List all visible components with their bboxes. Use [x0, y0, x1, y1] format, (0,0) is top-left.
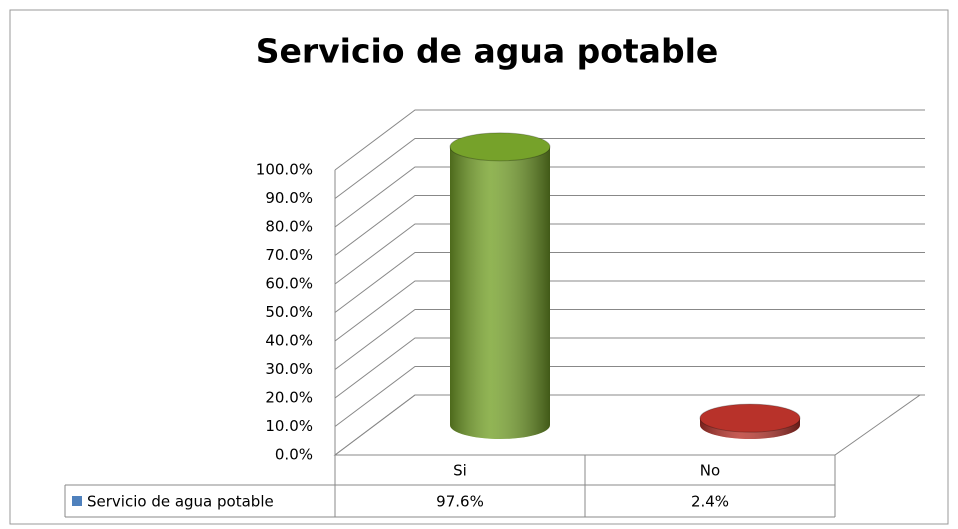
legend-swatch	[72, 496, 82, 506]
bar-top	[449, 132, 551, 162]
bar-shade	[450, 146, 550, 439]
grid-line	[334, 280, 925, 342]
data-table	[64, 455, 836, 518]
data-label: 2.4%	[691, 493, 729, 511]
y-tick-label: 50.0%	[265, 303, 313, 321]
y-tick-label: 100.0%	[256, 161, 313, 179]
grid-line	[334, 195, 925, 256]
y-tick-label: 90.0%	[265, 189, 313, 207]
y-tick-label: 10.0%	[265, 417, 313, 435]
grid-line	[334, 109, 925, 171]
y-tick-label: 70.0%	[265, 246, 313, 264]
x-tick-label: No	[700, 462, 720, 480]
chart-title: Servicio de agua potable	[256, 32, 719, 71]
y-tick-label: 60.0%	[265, 275, 313, 293]
legend-label: Servicio de agua potable	[87, 493, 274, 511]
table-lines	[64, 455, 836, 518]
grid-line	[334, 138, 925, 199]
y-tick-label: 0.0%	[275, 446, 313, 464]
grid-line	[334, 337, 925, 399]
floor	[333, 394, 922, 456]
grid-line	[334, 366, 925, 427]
y-tick-label: 80.0%	[265, 218, 313, 236]
y-tick-label: 40.0%	[265, 332, 313, 350]
grid-line	[334, 309, 925, 370]
grid-line	[334, 394, 925, 456]
grid-line	[334, 166, 925, 228]
bar-top	[699, 403, 801, 433]
x-tick-label: Si	[453, 462, 467, 480]
grid-line	[334, 252, 925, 313]
grid-line	[334, 223, 925, 285]
data-label: 97.6%	[436, 493, 484, 511]
y-tick-label: 20.0%	[265, 389, 313, 407]
y-tick-label: 30.0%	[265, 360, 313, 378]
